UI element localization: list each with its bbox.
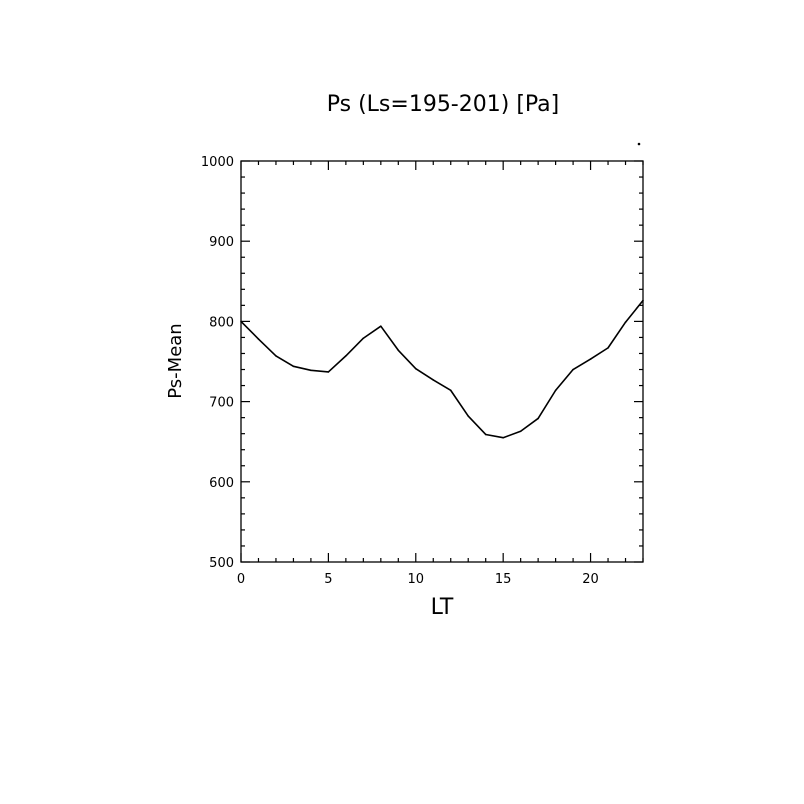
data-point: [310, 369, 312, 372]
y-tick-label: 600: [209, 476, 234, 491]
data-point: [414, 367, 417, 370]
y-tick-label: 800: [209, 315, 234, 330]
data-point: [554, 389, 557, 392]
data-point: [449, 389, 452, 392]
data-point: [380, 325, 382, 328]
series-layer: [240, 299, 644, 439]
x-axis-label: LT: [431, 595, 454, 620]
data-point: [275, 355, 277, 357]
data-point: [257, 338, 260, 340]
y-tick-label: 700: [209, 396, 234, 411]
plot-area: [240, 160, 644, 563]
y-tick-label: 900: [209, 235, 234, 250]
x-axis: 0 5 10 15 20: [237, 161, 644, 587]
data-point: [519, 430, 522, 433]
data-point: [292, 365, 295, 368]
data-point: [607, 347, 609, 349]
data-point: [240, 320, 242, 323]
chart-title: Ps (Ls=195-201) [Pa]: [327, 92, 560, 117]
plot-frame: [240, 160, 644, 563]
y-tick-label: 500: [209, 556, 234, 571]
y-tick-label: 1000: [201, 155, 234, 170]
corner-dot: [637, 142, 641, 146]
y-axis: 500 600 700 800 900 1000: [201, 155, 643, 571]
data-point: [327, 371, 330, 373]
data-point: [572, 368, 574, 371]
x-tick-label: 0: [237, 572, 245, 587]
x-tick-label: 20: [582, 572, 599, 587]
data-point: [397, 349, 400, 352]
series-line: [240, 300, 644, 439]
x-tick-label: 15: [495, 572, 512, 587]
x-tick-label: 5: [324, 572, 332, 587]
data-point: [589, 358, 592, 360]
data-point: [345, 355, 347, 357]
data-point: [502, 436, 504, 439]
x-tick-label: 10: [408, 572, 425, 587]
data-point: [537, 417, 539, 420]
y-axis-label: Ps-Mean: [165, 323, 186, 398]
data-point: [432, 379, 435, 381]
data-point: [624, 321, 627, 324]
data-point: [484, 433, 487, 436]
data-point: [642, 299, 644, 302]
data-point: [362, 337, 365, 340]
data-point: [467, 415, 470, 417]
